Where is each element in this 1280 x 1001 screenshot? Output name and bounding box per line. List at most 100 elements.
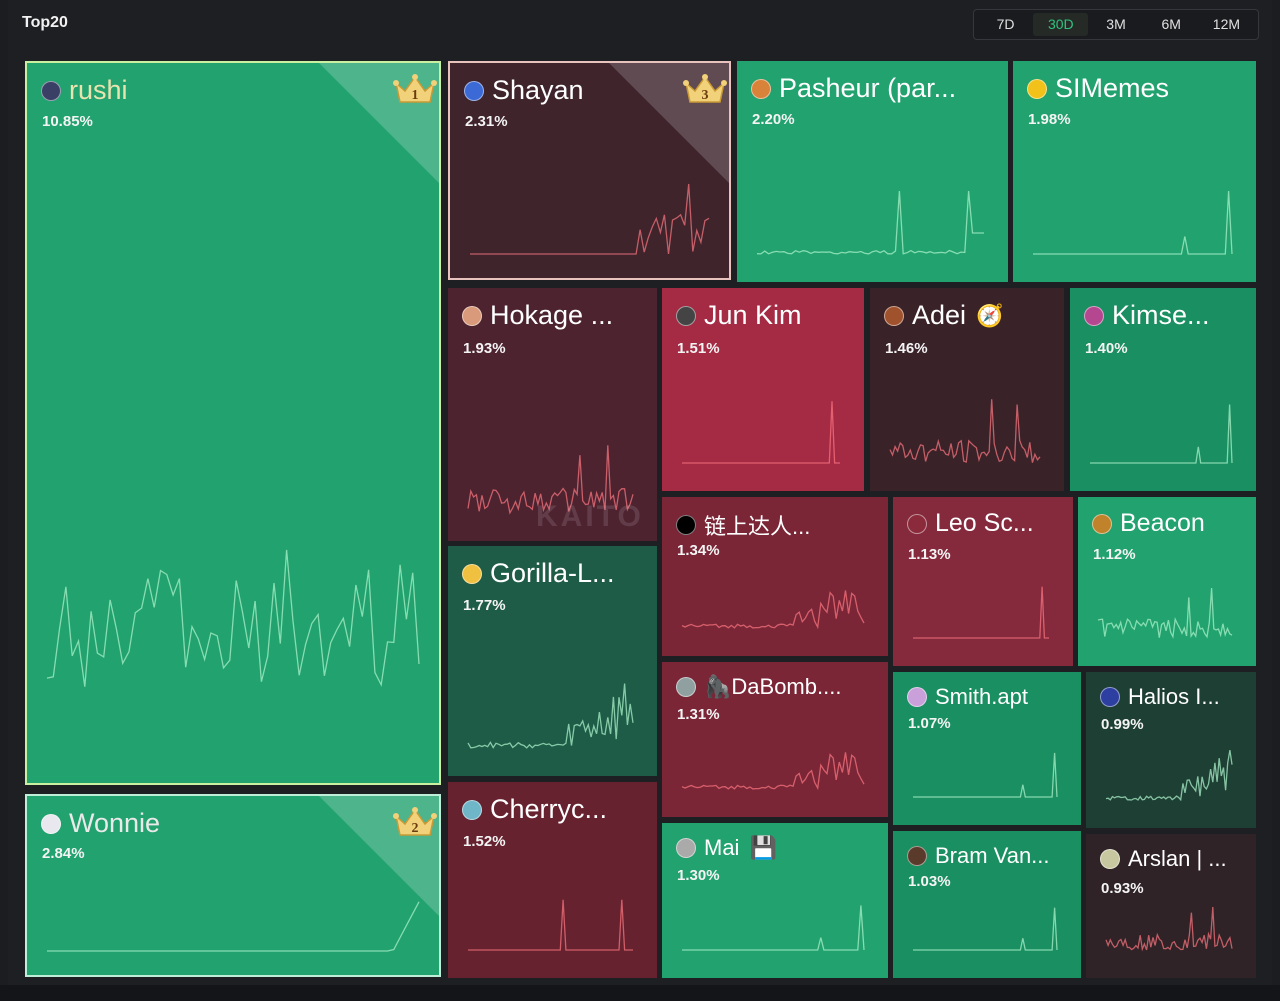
sparkline-path [1105,749,1233,802]
tile-header: Hokage ... [462,300,647,331]
tile-header: Jun Kim [676,300,854,331]
mindshare-percent: 1.12% [1093,546,1136,563]
avatar [1100,849,1120,869]
creator-name: Smith.apt [935,684,1028,709]
creator-name: Beacon [1120,509,1205,537]
treemap-tile[interactable]: 链上达人... 1.34% [662,497,888,656]
sparkline-path [682,905,865,951]
avatar [462,563,482,584]
treemap-tile[interactable]: Cherryc... 1.52% [448,782,657,978]
sparkline-path [682,401,840,464]
sparkline [913,907,1058,951]
sparkline [889,399,1041,463]
mindshare-percent: 1.93% [463,340,506,357]
creator-name: 链上达人... [704,514,811,539]
creator-name: Halios I... [1128,684,1220,709]
treemap-tile[interactable]: Gorilla-L... 1.77% [448,546,657,776]
treemap-tile[interactable]: 3 Shayan 2.31% [448,61,731,280]
creator-name: rushi [69,75,128,105]
avatar [676,677,696,697]
mindshare-percent: 1.52% [463,833,506,850]
sparkline [468,899,633,951]
treemap-tile[interactable]: Bram Van... 1.03% [893,831,1081,978]
treemap-tile[interactable]: Jun Kim 1.51% [662,288,864,491]
range-30d[interactable]: 30D [1033,13,1089,36]
avatar [41,813,61,834]
sparkline [1097,588,1233,639]
tile-header: Shayan [464,75,673,106]
creator-name: Mai [704,835,740,860]
avatar [676,838,696,858]
tile-header: Leo Sc... [907,509,1063,538]
treemap-tile[interactable]: 2 Wonnie 2.84% [25,794,441,977]
avatar [1084,305,1104,326]
treemap-tile[interactable]: Leo Sc... 1.13% [893,497,1073,666]
treemap-tile[interactable]: Pasheur (par... 2.20% [737,61,1008,282]
creator-name: Hokage ... [490,300,614,330]
mindshare-percent: 1.46% [885,340,928,357]
treemap-tile[interactable]: Smith.apt 1.07% [893,672,1081,825]
sparkline-path [1090,404,1233,464]
avatar [1027,78,1047,99]
crown-icon: 2 [393,806,437,836]
treemap-tile[interactable]: Adei 🧭 1.46% [870,288,1064,491]
sparkline-path [913,586,1049,639]
creator-name: Adei [912,300,967,330]
mindshare-percent: 2.20% [752,111,795,128]
sparkline-path [681,752,865,791]
sparkline [1105,906,1233,952]
sparkline-path [681,590,865,630]
treemap-tile[interactable]: Hokage ... 1.93% [448,288,657,541]
tile-header: rushi [41,75,383,106]
treemap-tile[interactable]: Kimse... 1.40% [1070,288,1256,491]
badge-icon: 💾 [749,835,777,860]
mindshare-percent: 1.98% [1028,111,1071,128]
sparkline-path [889,399,1041,463]
crown-icon: 3 [683,73,727,103]
tile-header: Smith.apt [907,684,1071,710]
sparkline-path [468,899,633,951]
treemap-tile[interactable]: SIMemes 1.98% [1013,61,1256,282]
range-7d[interactable]: 7D [996,16,1015,32]
range-3m[interactable]: 3M [1106,16,1126,32]
tile-header: Gorilla-L... [462,558,647,589]
avatar [907,687,927,707]
sparkline-path [756,190,984,255]
creator-name: Cherryc... [490,794,608,824]
sparkline [681,752,865,791]
sparkline-path [467,445,634,515]
sparkline-path [467,683,634,749]
treemap-tile[interactable]: Halios I... 0.99% [1086,672,1256,828]
treemap-tile[interactable]: 1 rushi 10.85% [25,61,441,785]
tile-header: Wonnie [41,808,383,839]
range-6m[interactable]: 6M [1161,16,1181,32]
treemap-tile[interactable]: Beacon 1.12% [1078,497,1256,666]
creator-name: Leo Sc... [935,509,1034,537]
sparkline [756,190,984,255]
tile-header: Arslan | ... [1100,846,1246,872]
mindshare-percent: 1.13% [908,546,951,563]
creator-name: Gorilla-L... [490,558,615,588]
mindshare-percent: 1.30% [677,867,720,884]
mindshare-percent: 1.34% [677,542,720,559]
kaito-watermark: KAITO [536,500,644,533]
sparkline-path [1097,588,1233,639]
treemap-tile[interactable]: 🦍DaBomb.... 1.31% [662,662,888,817]
range-12m[interactable]: 12M [1212,16,1241,32]
avatar [676,305,696,326]
svg-text:3: 3 [702,88,709,103]
sparkline-path [913,907,1058,951]
tile-header: 🦍DaBomb.... [676,674,878,700]
tile-header: 链上达人... [676,509,878,541]
treemap-tile[interactable]: Mai 💾 1.30% [662,823,888,978]
avatar [1092,513,1112,534]
tile-header: Halios I... [1100,684,1246,710]
sparkline [1033,190,1233,255]
treemap-tile[interactable]: Arslan | ... 0.93% [1086,834,1256,978]
avatar [462,799,482,820]
sparkline-path [1105,906,1233,952]
sparkline [46,549,420,687]
mindshare-percent: 1.77% [463,597,506,614]
tile-header: Mai 💾 [676,835,878,861]
sparkline [467,445,634,515]
